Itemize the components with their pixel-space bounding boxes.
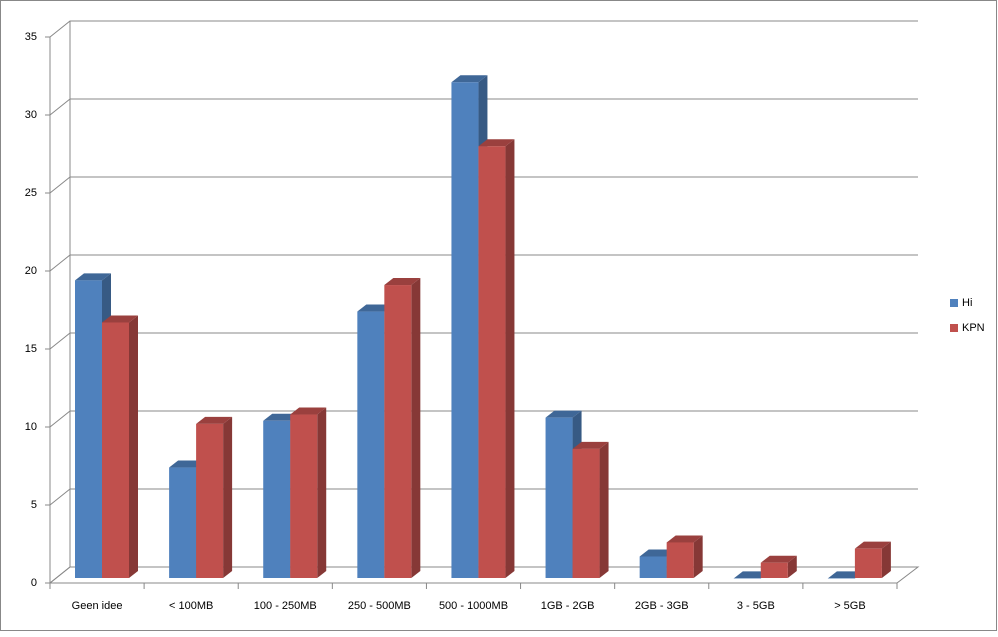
x-tick-label: Geen idee: [72, 600, 123, 612]
x-tick-label: 2GB - 3GB: [635, 600, 689, 612]
bar: [761, 556, 797, 578]
bar: [196, 417, 232, 578]
y-tick-label: 15: [25, 343, 37, 355]
bar: [667, 535, 703, 578]
bar: [478, 139, 514, 578]
legend-swatch: [950, 324, 958, 332]
bar-front: [75, 280, 102, 578]
bar: [384, 278, 420, 578]
bar: [855, 542, 891, 578]
bar-front: [855, 549, 882, 578]
bar-front: [478, 146, 505, 578]
bar-side: [317, 408, 326, 578]
bar-front: [451, 82, 478, 578]
bar-front: [169, 468, 196, 578]
legend-label: KPN: [962, 322, 985, 334]
bar-side: [505, 139, 514, 578]
bar-front: [573, 449, 600, 578]
bar-front: [102, 322, 129, 578]
x-tick-label: 1GB - 2GB: [541, 600, 595, 612]
bar-front: [196, 424, 223, 578]
legend-swatch: [950, 299, 958, 307]
bar-front: [640, 556, 667, 578]
y-tick-label: 25: [25, 187, 37, 199]
legend-label: Hi: [962, 297, 972, 309]
bar-side: [223, 417, 232, 578]
bar-side: [411, 278, 420, 578]
x-tick-label: > 5GB: [834, 600, 866, 612]
bar: [102, 315, 138, 578]
bar-front: [357, 312, 384, 578]
bar-side: [129, 315, 138, 578]
bar-front: [761, 563, 788, 578]
bar-front: [667, 542, 694, 578]
x-tick-label: 100 - 250MB: [254, 600, 317, 612]
bar-front: [384, 285, 411, 578]
bar-front: [290, 415, 317, 578]
y-tick-label: 30: [25, 109, 37, 121]
x-tick-label: 3 - 5GB: [737, 600, 775, 612]
y-tick-label: 35: [25, 31, 37, 43]
y-tick-label: 0: [31, 577, 37, 589]
bar-side: [694, 535, 703, 578]
y-tick-label: 5: [31, 499, 37, 511]
bar: [290, 408, 326, 578]
bar-side: [600, 442, 609, 578]
y-tick-label: 10: [25, 421, 37, 433]
bar-front: [546, 418, 573, 578]
x-tick-label: 500 - 1000MB: [439, 600, 508, 612]
bar: [573, 442, 609, 578]
x-tick-label: 250 - 500MB: [348, 600, 411, 612]
x-tick-label: < 100MB: [169, 600, 213, 612]
y-tick-label: 20: [25, 265, 37, 277]
bar-front: [263, 421, 290, 578]
